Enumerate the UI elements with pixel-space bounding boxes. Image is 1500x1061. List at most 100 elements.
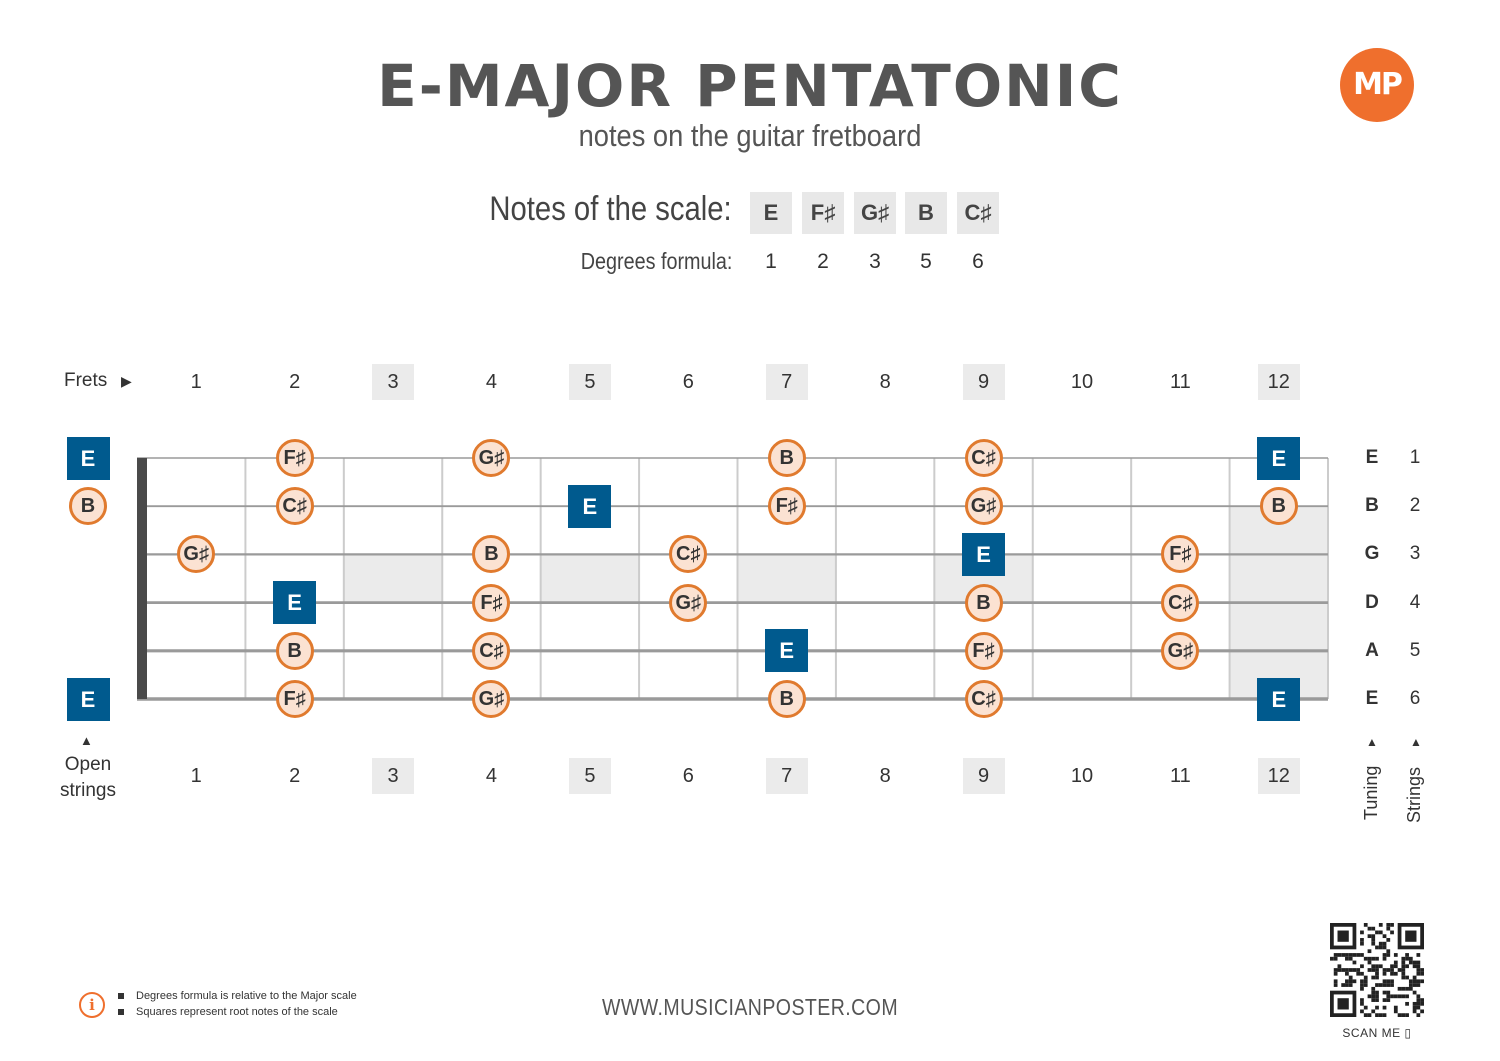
tuning-note: B	[1365, 495, 1379, 517]
fret-number: 1	[190, 765, 202, 787]
scale-note-dot: C♯	[1161, 583, 1200, 622]
qr-module	[1390, 971, 1394, 976]
qr-module	[1363, 956, 1368, 961]
frets-arrow-icon: ▶	[121, 373, 132, 389]
qr-module	[1333, 979, 1338, 984]
qr-module	[1390, 930, 1394, 935]
qr-module	[1375, 964, 1379, 969]
qr-module	[1386, 923, 1391, 927]
scale-degree: 3	[869, 250, 881, 273]
qr-module	[1412, 990, 1417, 995]
qr-module	[1356, 968, 1361, 972]
tuning-note: A	[1365, 639, 1379, 661]
qr-module	[1416, 998, 1421, 1002]
qr-module	[1367, 968, 1372, 972]
scale-note-dot: C♯	[964, 439, 1003, 477]
qr-module	[1393, 994, 1398, 999]
musicianposter-logo: MP	[1340, 48, 1414, 122]
qr-module	[1367, 949, 1372, 954]
scale-note: G♯	[854, 192, 896, 234]
fret-number: 3	[372, 364, 415, 400]
qr-module	[1401, 1013, 1406, 1017]
qr-module	[1416, 979, 1421, 984]
fret-number: 5	[568, 758, 611, 794]
qr-module	[1360, 971, 1364, 976]
scale-note: C♯	[957, 192, 999, 234]
root-note-square: E	[66, 436, 110, 480]
scale-note-dot: G♯	[669, 583, 708, 622]
qr-module	[1367, 1013, 1372, 1017]
qr-module	[1371, 938, 1376, 942]
qr-module	[1416, 1005, 1421, 1010]
fret-inlay	[540, 554, 640, 603]
qr-finder	[1337, 998, 1349, 1010]
fret-number: 5	[568, 364, 611, 400]
qr-module	[1416, 968, 1421, 972]
qr-module	[1397, 986, 1402, 991]
open-strings-label-line1: Open	[64, 754, 112, 775]
qr-module	[1341, 953, 1346, 957]
qr-module	[1375, 998, 1379, 1002]
qr-code-icon[interactable]	[1330, 923, 1424, 1017]
qr-module	[1348, 956, 1353, 961]
qr-module	[1337, 953, 1342, 957]
fret-number: 3	[372, 758, 415, 794]
qr-module	[1405, 964, 1409, 969]
qr-module	[1333, 953, 1338, 957]
qr-module	[1348, 975, 1353, 980]
qr-module	[1401, 994, 1406, 999]
footer-url[interactable]: WWW.MUSICIANPOSTER.COM	[601, 994, 899, 1020]
qr-module	[1356, 953, 1361, 957]
qr-module	[1412, 1001, 1417, 1006]
scale-degree: 1	[765, 250, 777, 273]
qr-module	[1371, 986, 1376, 991]
qr-module	[1382, 934, 1387, 939]
qr-module	[1371, 964, 1376, 969]
qr-module	[1416, 983, 1421, 987]
fret-number: 9	[962, 758, 1005, 794]
qr-module	[1378, 930, 1383, 935]
qr-module	[1356, 971, 1361, 976]
qr-module	[1360, 930, 1364, 935]
qr-module	[1386, 949, 1391, 954]
qr-module	[1412, 1009, 1417, 1014]
qr-module	[1401, 960, 1406, 965]
scale-note-dot: C♯	[275, 487, 314, 526]
qr-module	[1416, 971, 1421, 976]
footer-note-text: Degrees formula is relative to the Major…	[136, 990, 357, 1002]
scale-note-dot: G♯	[177, 535, 216, 574]
info-icon: i	[79, 992, 105, 1018]
scale-note-dot: B	[472, 535, 511, 574]
qr-module	[1360, 1009, 1364, 1014]
page-title: E-MAJOR PENTATONIC	[377, 52, 1123, 120]
scale-note-dot: G♯	[472, 680, 511, 718]
qr-module	[1371, 975, 1376, 980]
qr-module	[1416, 1001, 1421, 1006]
fret-number: 10	[1070, 765, 1094, 787]
qr-module	[1345, 971, 1349, 976]
qr-module	[1348, 983, 1353, 987]
qr-module	[1333, 983, 1338, 987]
qr-module	[1393, 971, 1398, 976]
qr-module	[1416, 960, 1421, 965]
qr-module	[1412, 983, 1417, 987]
scale-note-dot: B	[69, 487, 107, 526]
qr-module	[1386, 926, 1391, 931]
qr-module	[1371, 968, 1376, 972]
fret-number: 11	[1169, 371, 1191, 393]
qr-module	[1371, 956, 1376, 961]
string-number: 1	[1409, 447, 1421, 468]
qr-module	[1393, 953, 1398, 957]
qr-module	[1367, 960, 1372, 965]
qr-module	[1382, 983, 1387, 987]
qr-module	[1420, 1009, 1424, 1014]
scale-note-dot: F♯	[1161, 535, 1200, 574]
tuning-note: G	[1364, 543, 1380, 565]
qr-module	[1333, 968, 1338, 972]
qr-module	[1405, 1013, 1409, 1017]
qr-module	[1416, 1013, 1421, 1017]
qr-module	[1378, 945, 1383, 950]
qr-module	[1371, 934, 1376, 939]
fret-number: 7	[765, 758, 808, 794]
